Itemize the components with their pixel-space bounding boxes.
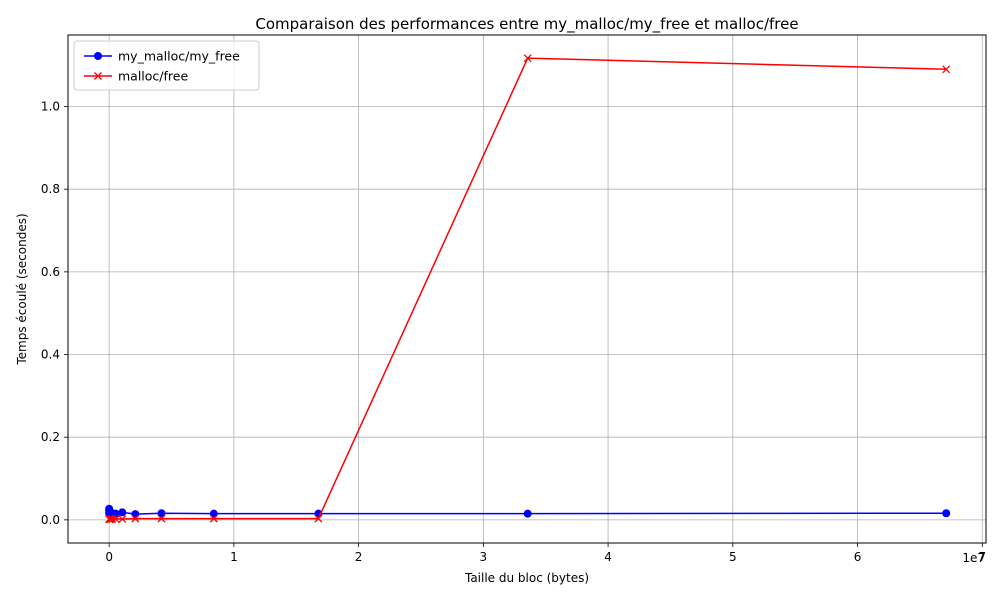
data-point [131,510,140,519]
data-point [131,514,140,523]
legend-label-malloc: malloc/free [118,69,188,84]
x-offset-text: 1e7 [962,551,985,565]
x-tick-label: 2 [355,550,363,564]
grid [68,35,986,543]
legend-marker-my-malloc [94,52,102,60]
data-point [942,65,951,74]
plot-background [68,35,986,543]
data-point [314,514,323,523]
x-tick-label: 5 [729,550,737,564]
series-layer [105,54,951,523]
plot-frame [67,34,987,544]
y-tick-label: 1.0 [41,100,60,114]
x-axis-label: Taille du bloc (bytes) [464,571,589,585]
x-tick-label: 1 [230,550,238,564]
data-point [108,515,117,523]
data-point [209,514,218,523]
y-axis-label: Temps écoulé (secondes) [15,213,29,365]
data-point [523,54,532,63]
data-point [523,509,532,518]
data-point [118,515,127,523]
x-tick-label: 7 [978,550,986,564]
x-tick-label: 6 [854,550,862,564]
legend-marker-malloc [94,72,102,80]
data-point [942,509,951,518]
x-tick-label: 3 [480,550,488,564]
y-tick-label: 0.6 [41,265,60,279]
legend-label-my-malloc: my_malloc/my_free [118,49,240,64]
x-tick-label: 0 [105,550,113,564]
data-point [209,509,218,518]
y-tick-label: 0.8 [41,182,60,196]
x-tick-label: 4 [604,550,612,564]
legend: my_malloc/my_free malloc/free [73,40,260,91]
ticks: 0 1 2 3 4 5 6 7 0.0 0.2 0.4 0.6 0.8 1.0 [41,100,986,564]
legend-box [73,40,260,91]
y-tick-label: 0.2 [41,430,60,444]
y-tick-label: 0.4 [41,348,60,362]
data-point [111,515,120,523]
data-point [157,509,166,518]
series-malloc [105,54,951,523]
chart-title: Comparaison des performances entre my_ma… [255,15,798,34]
y-tick-label: 0.0 [41,513,60,527]
data-point [157,514,166,523]
data-point [118,508,127,517]
